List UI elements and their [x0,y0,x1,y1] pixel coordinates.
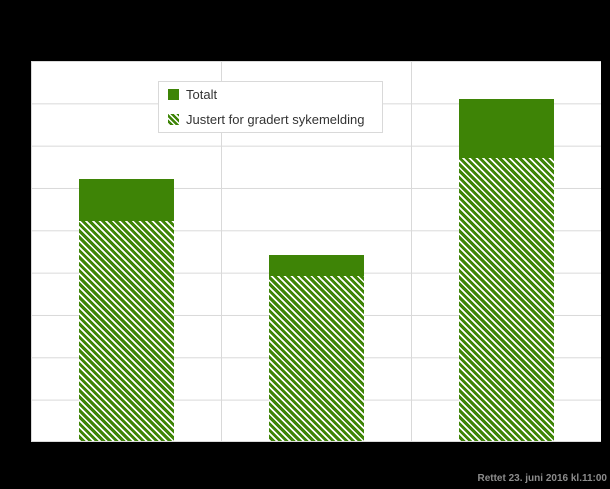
legend-item-justert: Justert for gradert sykemelding [168,107,382,132]
legend-label: Totalt [186,87,218,102]
bar-adjusted-3 [458,158,554,441]
hatched-green-square-icon [168,114,179,125]
legend-label: Justert for gradert sykemelding [186,112,365,127]
bar-adjusted-1 [78,221,174,441]
legend: Totalt Justert for gradert sykemelding [158,81,383,133]
revision-note: Rettet 23. juni 2016 kl.11:00 [477,473,607,484]
bar-total-3 [458,99,554,441]
solid-green-square-icon [168,89,179,100]
legend-item-totalt: Totalt [168,82,382,107]
bar-total-2 [268,255,364,441]
bar-total-1 [78,179,174,441]
bar-adjusted-2 [268,276,364,441]
